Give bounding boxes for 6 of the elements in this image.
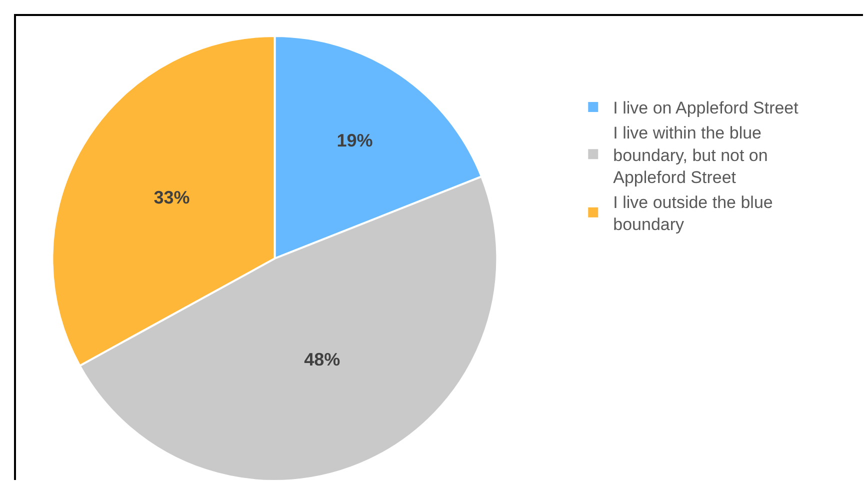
data-label: 19%	[336, 130, 373, 151]
legend-label: I live outside the blue boundary	[613, 192, 773, 234]
data-label: 33%	[154, 188, 190, 208]
legend-label: I live on Appleford Street	[613, 98, 799, 118]
data-label: 48%	[304, 349, 340, 370]
legend-label: I live within the blue boundary, but not on Appleford Street	[613, 124, 768, 187]
